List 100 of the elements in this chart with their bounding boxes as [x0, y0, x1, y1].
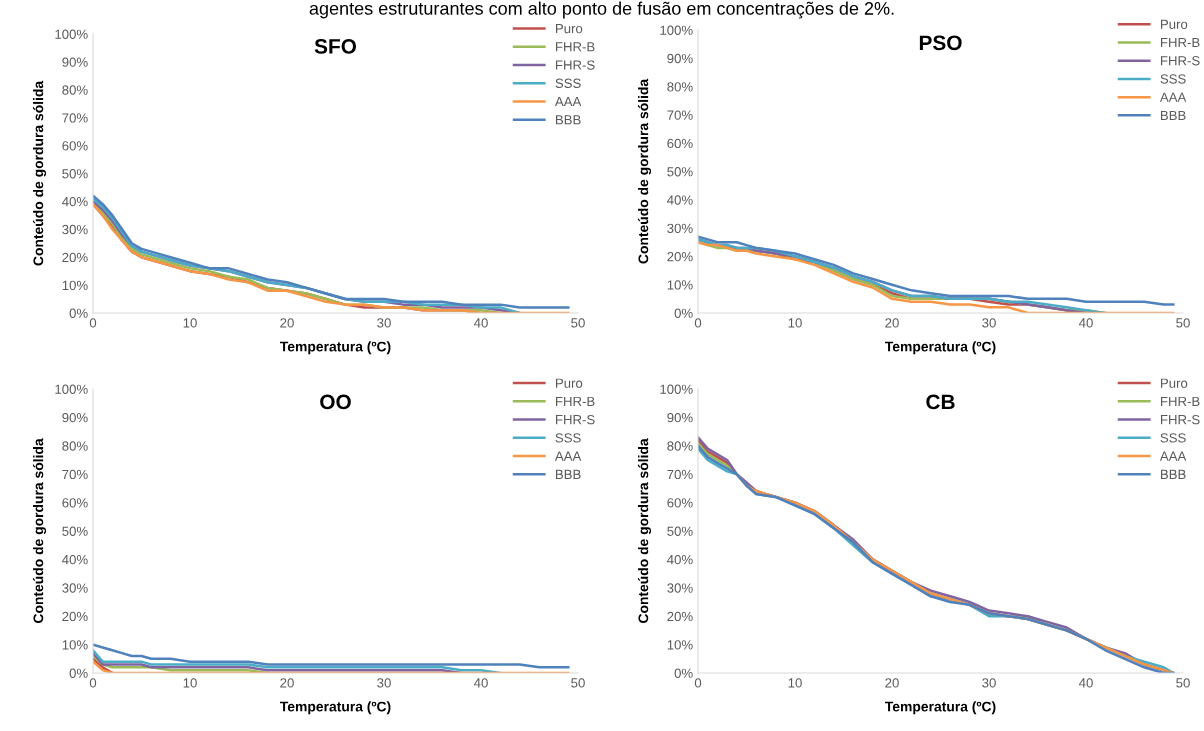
y-tick-label: 90%	[667, 412, 693, 423]
legend-label: FHR-S	[1161, 56, 1200, 66]
x-tick-label: 20	[280, 678, 294, 688]
y-tick-label: 100%	[55, 29, 88, 39]
y-tick-label: 100%	[660, 25, 693, 35]
y-axis-title: Conteúdo de gordura sólida	[32, 438, 47, 624]
x-tick-label: 20	[885, 678, 899, 688]
legend-label: AAA	[554, 96, 582, 107]
y-tick-label: 30%	[62, 224, 88, 235]
y-tick-label: 10%	[667, 640, 693, 650]
y-tick-label: 90%	[667, 53, 693, 64]
legend-label: FHR-S	[556, 414, 595, 425]
x-tick-label: 50	[571, 678, 585, 688]
x-tick-label: 0	[89, 318, 97, 328]
y-tick-label: 40%	[62, 554, 88, 565]
y-tick-label: 60%	[667, 138, 693, 149]
y-tick-label: 20%	[667, 611, 693, 622]
legend-label: FHR-B	[1161, 396, 1200, 406]
legend-label: SSS	[1160, 74, 1186, 84]
y-tick-label: 80%	[667, 82, 693, 92]
x-tick-label: 0	[694, 318, 702, 328]
y-tick-label: 70%	[667, 469, 693, 480]
x-tick-label: 40	[1078, 318, 1093, 328]
legend-label: FHR-S	[556, 60, 595, 70]
legend-label: FHR-S	[1161, 414, 1200, 425]
y-tick-label: 30%	[667, 223, 693, 234]
legend-label: FHR-B	[556, 42, 595, 52]
y-tick-label: 100%	[660, 384, 693, 394]
chart-title: SFO	[314, 39, 357, 54]
y-tick-label: 90%	[62, 412, 88, 423]
legend-label: BBB	[556, 115, 581, 125]
legend-label: BBB	[1161, 469, 1186, 479]
legend-label: SSS	[555, 78, 581, 88]
x-axis-title: Temperatura (ºC)	[280, 341, 391, 355]
y-tick-label: 70%	[62, 113, 88, 123]
y-tick-label: 20%	[667, 251, 693, 262]
y-tick-label: 40%	[62, 196, 88, 207]
x-tick-label: 10	[788, 678, 802, 688]
y-tick-label: 90%	[62, 57, 88, 67]
y-tick-label: 40%	[667, 554, 693, 565]
legend-label: Puro	[1161, 378, 1188, 388]
x-tick-label: 10	[183, 318, 197, 328]
x-tick-label: 40	[473, 318, 488, 328]
y-tick-label: 80%	[667, 441, 693, 451]
y-tick-label: 30%	[62, 583, 88, 593]
legend-label: AAA	[1159, 92, 1187, 102]
x-tick-label: 0	[89, 678, 97, 688]
y-tick-label: 100%	[55, 384, 88, 394]
y-axis-title: Conteúdo de gordura sólida	[32, 80, 47, 266]
x-tick-label: 30	[982, 678, 996, 688]
y-tick-label: 0%	[69, 308, 88, 318]
x-tick-label: 50	[1176, 318, 1190, 328]
y-tick-label: 70%	[667, 110, 693, 120]
legend-label: BBB	[556, 469, 581, 479]
y-tick-label: 60%	[667, 498, 693, 508]
y-tick-label: 70%	[62, 469, 88, 480]
text: agentes estruturantes com alto ponto de fusão em concentrações de 2%.	[309, 1, 894, 19]
legend-label: AAA	[1159, 451, 1187, 461]
chart-title: CB	[926, 394, 955, 410]
y-tick-label: 50%	[62, 526, 88, 536]
y-tick-label: 50%	[667, 167, 693, 177]
x-tick-label: 0	[694, 678, 702, 688]
y-tick-label: 60%	[62, 498, 88, 508]
x-tick-label: 20	[280, 318, 294, 328]
x-tick-label: 30	[377, 678, 391, 688]
y-tick-label: 10%	[62, 640, 88, 650]
y-tick-label: 50%	[62, 169, 88, 179]
legend-label: Puro	[556, 24, 583, 34]
y-tick-label: 20%	[62, 611, 88, 622]
legend-label: FHR-B	[1161, 37, 1200, 48]
legend-label: FHR-B	[556, 396, 595, 406]
x-tick-label: 50	[571, 318, 585, 328]
legend-label: SSS	[1160, 433, 1186, 443]
x-tick-label: 40	[1078, 678, 1093, 688]
y-axis-title: Conteúdo de gordura sólida	[637, 438, 652, 624]
y-tick-label: 20%	[62, 252, 88, 263]
legend-label: AAA	[554, 451, 582, 461]
x-tick-label: 20	[885, 318, 899, 328]
y-tick-label: 80%	[62, 441, 88, 451]
chart-title: PSO	[919, 35, 962, 51]
x-tick-label: 50	[1176, 678, 1190, 688]
legend-label: Puro	[556, 378, 583, 388]
legend-label: BBB	[1161, 110, 1186, 120]
y-tick-label: 10%	[62, 280, 88, 291]
y-tick-label: 30%	[667, 583, 693, 593]
x-tick-label: 40	[473, 678, 488, 688]
x-tick-label: 30	[377, 318, 391, 328]
y-tick-label: 40%	[667, 195, 693, 205]
y-tick-label: 0%	[674, 308, 693, 318]
y-tick-label: 50%	[667, 526, 693, 536]
legend-label: SSS	[555, 433, 581, 443]
chart-title: OO	[320, 394, 351, 410]
y-tick-label: 0%	[674, 668, 693, 678]
y-tick-label: 10%	[667, 280, 693, 290]
y-tick-label: 80%	[62, 85, 88, 95]
y-axis-title: Conteúdo de gordura sólida	[637, 78, 652, 264]
x-axis-title: Temperatura (ºC)	[885, 701, 996, 715]
legend-label: Puro	[1161, 19, 1188, 29]
x-tick-label: 10	[183, 678, 197, 688]
x-axis-title: Temperatura (ºC)	[885, 341, 996, 355]
